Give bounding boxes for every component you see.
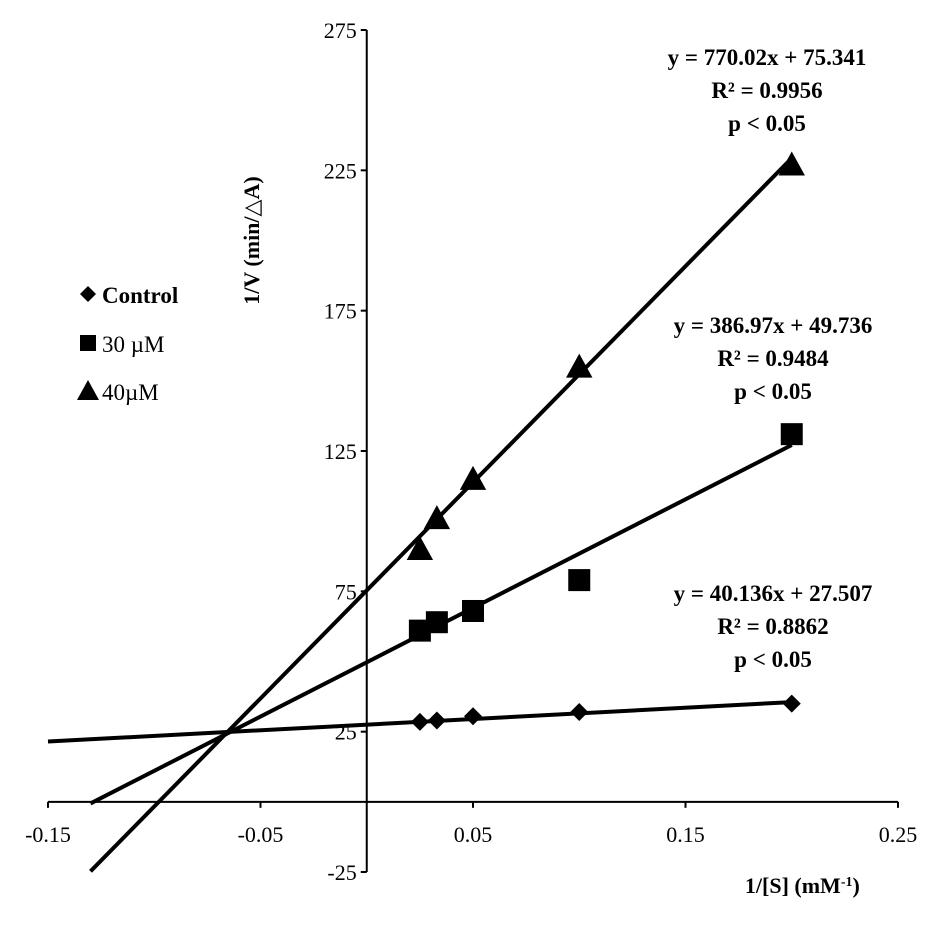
x-tick-label: -0.15 [25, 822, 71, 847]
data-point-diamond [427, 711, 446, 730]
data-point-diamond [782, 694, 801, 713]
annotation-square: y = 386.97x + 49.736 [674, 313, 873, 338]
data-points [406, 151, 805, 731]
data-point-diamond [410, 712, 429, 731]
legend-label-diamond: Control [102, 283, 178, 308]
y-tick-label: 175 [324, 299, 357, 324]
x-axis-title: 1/[S] (mM-1) [745, 873, 860, 898]
legend-marker-triangle [77, 380, 99, 400]
data-point-triangle [566, 353, 593, 378]
annotation-diamond: y = 40.136x + 27.507 [674, 581, 873, 606]
data-point-square [780, 423, 803, 446]
y-tick-label: 125 [324, 439, 357, 464]
annotation-triangle: R² = 0.9956 [711, 78, 822, 103]
fit-lines [47, 156, 794, 873]
data-point-diamond [570, 703, 589, 722]
y-tick-label: 225 [324, 158, 357, 183]
data-point-triangle [423, 505, 451, 530]
data-point-square [425, 611, 448, 634]
legend-label-triangle: 40µM [102, 380, 159, 405]
annotation-triangle: p < 0.05 [728, 111, 806, 136]
annotation-diamond: R² = 0.8862 [717, 614, 828, 639]
y-tick-label: -25 [327, 860, 356, 885]
legend-marker-diamond [80, 286, 96, 302]
data-point-square [462, 599, 484, 622]
y-tick-label: 75 [335, 579, 357, 604]
data-point-square [568, 569, 591, 592]
legend-label-square: 30 µM [102, 332, 164, 357]
axes: -0.15 -0.05 0.05 0.15 0.25-25257512517522527… [25, 18, 917, 898]
legend-marker-square [80, 335, 96, 351]
x-tick-label: 0.05 [454, 822, 493, 847]
data-point-diamond [464, 707, 482, 726]
x-tick-label: 0.25 [879, 822, 918, 847]
data-point-triangle [406, 536, 434, 561]
x-tick-label: 0.15 [666, 822, 705, 847]
annotation-square: p < 0.05 [734, 379, 812, 404]
annotation-triangle: y = 770.02x + 75.341 [668, 45, 867, 70]
regression-annotations: y = 40.136x + 27.507 R² = 0.8862 p < 0.05 y… [668, 45, 873, 672]
annotation-square: R² = 0.9484 [717, 346, 829, 371]
y-tick-label: 275 [324, 18, 357, 43]
x-tick-label: -0.05 [238, 822, 284, 847]
legend: Control 30 µM 40µM [77, 283, 178, 405]
y-axis-title: 1/V (min/△A) [239, 176, 264, 304]
annotation-diamond: p < 0.05 [734, 647, 812, 672]
data-point-triangle [778, 151, 805, 176]
data-point-square [408, 619, 431, 642]
data-point-triangle [459, 465, 487, 490]
